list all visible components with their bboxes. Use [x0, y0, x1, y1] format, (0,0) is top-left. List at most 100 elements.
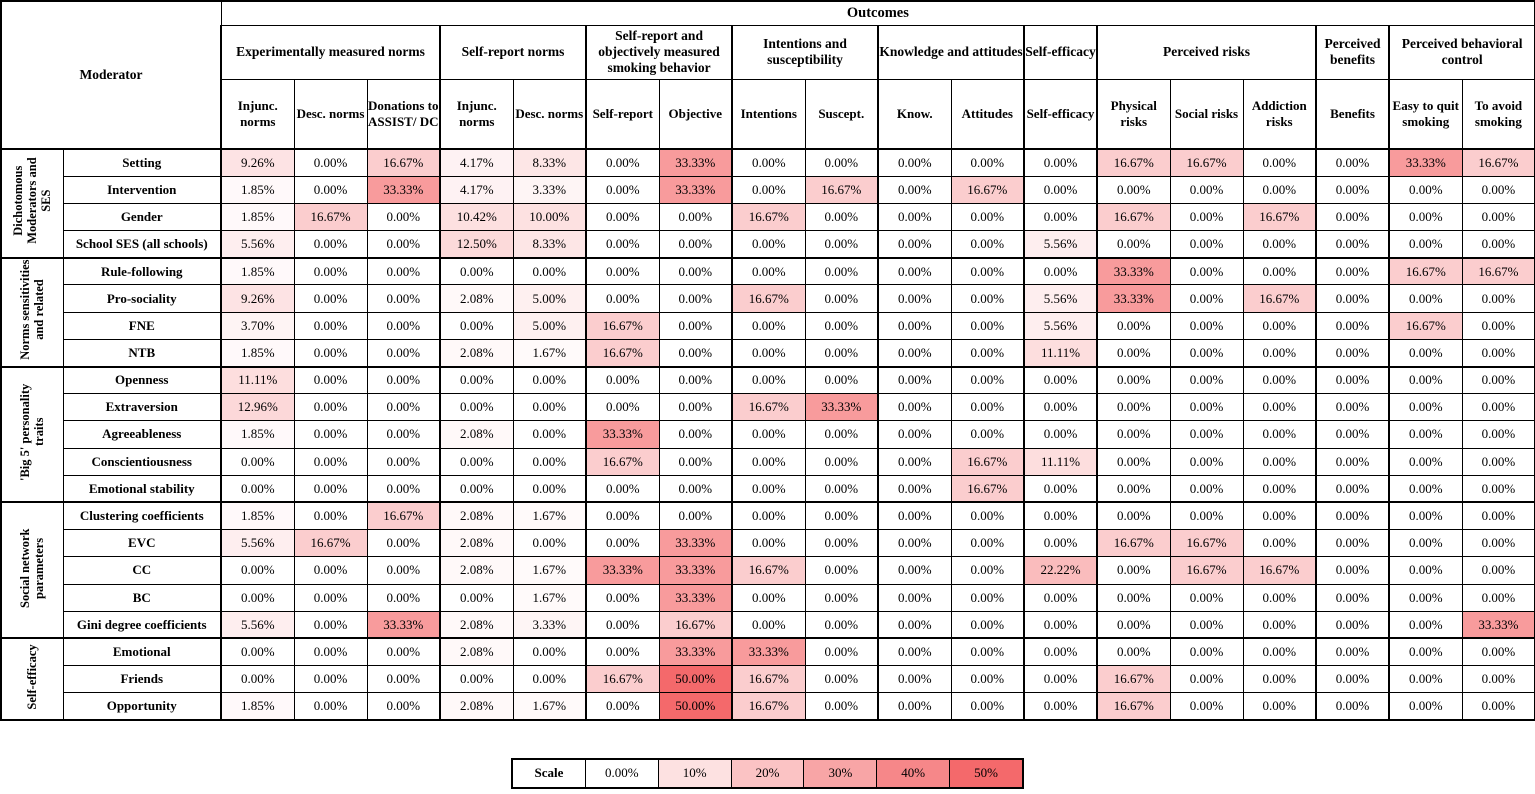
heatmap-cell: 0.00% — [804, 692, 879, 721]
row-label: Gini degree coefficients — [62, 610, 222, 639]
heatmap-cell: 0.00% — [950, 393, 1025, 422]
heatmap-cell: 0.00% — [877, 202, 952, 232]
heatmap-cell: 1.67% — [512, 583, 587, 612]
heatmap-cell: 0.00% — [1388, 175, 1463, 204]
heatmap-cell: 8.33% — [512, 230, 587, 259]
heatmap-cell: 0.00% — [439, 311, 514, 340]
heatmap-cell: 0.00% — [366, 420, 441, 449]
heatmap-cell: 0.00% — [1315, 311, 1390, 340]
heatmap-cell: 0.00% — [293, 610, 368, 639]
heatmap-cell: 0.00% — [1242, 230, 1317, 259]
heatmap-cell: 0.00% — [1461, 230, 1535, 259]
heatmap-cell: 0.00% — [950, 556, 1025, 585]
heatmap-cell: 0.00% — [293, 338, 368, 368]
heatmap-cell: 0.00% — [1169, 501, 1244, 531]
heatmap-cell: 0.00% — [877, 420, 952, 449]
heatmap-cell: 0.00% — [366, 583, 441, 612]
heatmap-cell: 0.00% — [1023, 583, 1098, 612]
heatmap-cell: 0.00% — [877, 175, 952, 204]
heatmap-cell: 0.00% — [950, 202, 1025, 232]
heatmap-cell: 0.00% — [1315, 175, 1390, 204]
heatmap-cell: 0.00% — [585, 365, 660, 395]
heatmap-cell: 0.00% — [877, 284, 952, 313]
heatmap-cell: 16.67% — [731, 665, 806, 694]
heatmap-cell: 2.08% — [439, 692, 514, 721]
heatmap-cell: 0.00% — [1242, 583, 1317, 612]
heatmap-cell: 0.00% — [1388, 284, 1463, 313]
heatmap-cell: 16.67% — [731, 284, 806, 313]
heatmap-cell: 0.00% — [293, 256, 368, 286]
column-group-header: Self-report and objectively measured smo… — [585, 24, 733, 80]
heatmap-cell: 0.00% — [804, 338, 879, 368]
corner-moderator-header: Moderator — [0, 0, 222, 150]
row-label: School SES (all schools) — [62, 230, 222, 259]
column-header: Addiction risks — [1242, 78, 1317, 150]
column-header: Benefits — [1315, 78, 1390, 150]
column-header: Suscept. — [804, 78, 879, 150]
heatmap-cell: 0.00% — [1023, 147, 1098, 177]
table-row: Emotional stability 0.00% 0.00% 0.00% 0.00% 0… — [1, 474, 1535, 503]
heatmap-cell: 0.00% — [1315, 393, 1390, 422]
row-label: Clustering coefficients — [62, 501, 222, 531]
heatmap-cell: 0.00% — [1315, 365, 1390, 395]
row-group-label: Social network parameters — [0, 501, 64, 639]
heatmap-cell: 0.00% — [220, 447, 295, 476]
heatmap-cell: 0.00% — [731, 610, 806, 639]
heatmap-cell: 0.00% — [293, 230, 368, 259]
heatmap-cell: 0.00% — [1461, 365, 1535, 395]
heatmap-cell: 0.00% — [512, 529, 587, 558]
column-group-header: Experimentally measured norms — [220, 24, 441, 80]
column-header: Desc. norms — [293, 78, 368, 150]
heatmap-cell: 0.00% — [293, 583, 368, 612]
heatmap-cell: 2.08% — [439, 338, 514, 368]
heatmap-cell: 0.00% — [1388, 637, 1463, 667]
legend-stop: 20% — [730, 759, 804, 787]
table-row: CC 0.00% 0.00% 0.00% 2.08% 1.67% 33.33% 33.33% 1… — [1, 556, 1535, 585]
column-header: Objective — [658, 78, 733, 150]
heatmap-cell: 33.33% — [585, 556, 660, 585]
heatmap-cell: 0.00% — [1388, 583, 1463, 612]
heatmap-cell: 0.00% — [1315, 284, 1390, 313]
heatmap-cell: 0.00% — [877, 583, 952, 612]
heatmap-cell: 0.00% — [1023, 665, 1098, 694]
heatmap-cell: 0.00% — [1388, 692, 1463, 721]
legend-stop: 50% — [949, 759, 1023, 787]
column-header: Self-report — [585, 78, 660, 150]
heatmap-cell: 16.67% — [1096, 147, 1171, 177]
heatmap-cell: 2.08% — [439, 637, 514, 667]
heatmap-cell: 1.67% — [512, 501, 587, 531]
heatmap-cell: 0.00% — [1461, 637, 1535, 667]
heatmap-cell: 0.00% — [950, 311, 1025, 340]
heatmap-cell: 0.00% — [877, 365, 952, 395]
heatmap-cell: 0.00% — [366, 311, 441, 340]
heatmap-cell: 0.00% — [877, 256, 952, 286]
heatmap-cell: 0.00% — [1315, 637, 1390, 667]
heatmap-cell: 0.00% — [804, 637, 879, 667]
heatmap-cell: 0.00% — [585, 147, 660, 177]
column-group-header: Self-efficacy — [1023, 24, 1098, 80]
heatmap-cell: 0.00% — [1242, 393, 1317, 422]
heatmap-cell: 0.00% — [1023, 610, 1098, 639]
heatmap-cell: 0.00% — [293, 393, 368, 422]
column-header: Physical risks — [1096, 78, 1171, 150]
heatmap-cell: 0.00% — [1242, 637, 1317, 667]
heatmap-cell: 0.00% — [658, 311, 733, 340]
heatmap-cell: 0.00% — [1096, 501, 1171, 531]
table-row: School SES (all schools) 5.56% 0.00% 0.00% 1… — [1, 230, 1535, 259]
column-group-header: Perceived behavioral control — [1388, 24, 1535, 80]
heatmap-cell: 0.00% — [293, 665, 368, 694]
column-group-header: Intentions and susceptibility — [731, 24, 879, 80]
heatmap-cell: 0.00% — [804, 230, 879, 259]
table-row: Norms sensitivities and related Rule-foll… — [0, 256, 1535, 367]
heatmap-cell: 0.00% — [731, 311, 806, 340]
heatmap-cell: 0.00% — [1315, 529, 1390, 558]
heatmap-cell: 0.00% — [585, 202, 660, 232]
row-label: NTB — [62, 338, 222, 368]
heatmap-cell: 0.00% — [1023, 692, 1098, 721]
legend-stop: 30% — [803, 759, 877, 787]
heatmap-cell: 16.67% — [293, 529, 368, 558]
heatmap-cell: 0.00% — [804, 610, 879, 639]
column-header: Self-efficacy — [1023, 78, 1098, 150]
heatmap-cell: 0.00% — [658, 202, 733, 232]
row-group-label: Self-efficacy — [0, 637, 64, 721]
